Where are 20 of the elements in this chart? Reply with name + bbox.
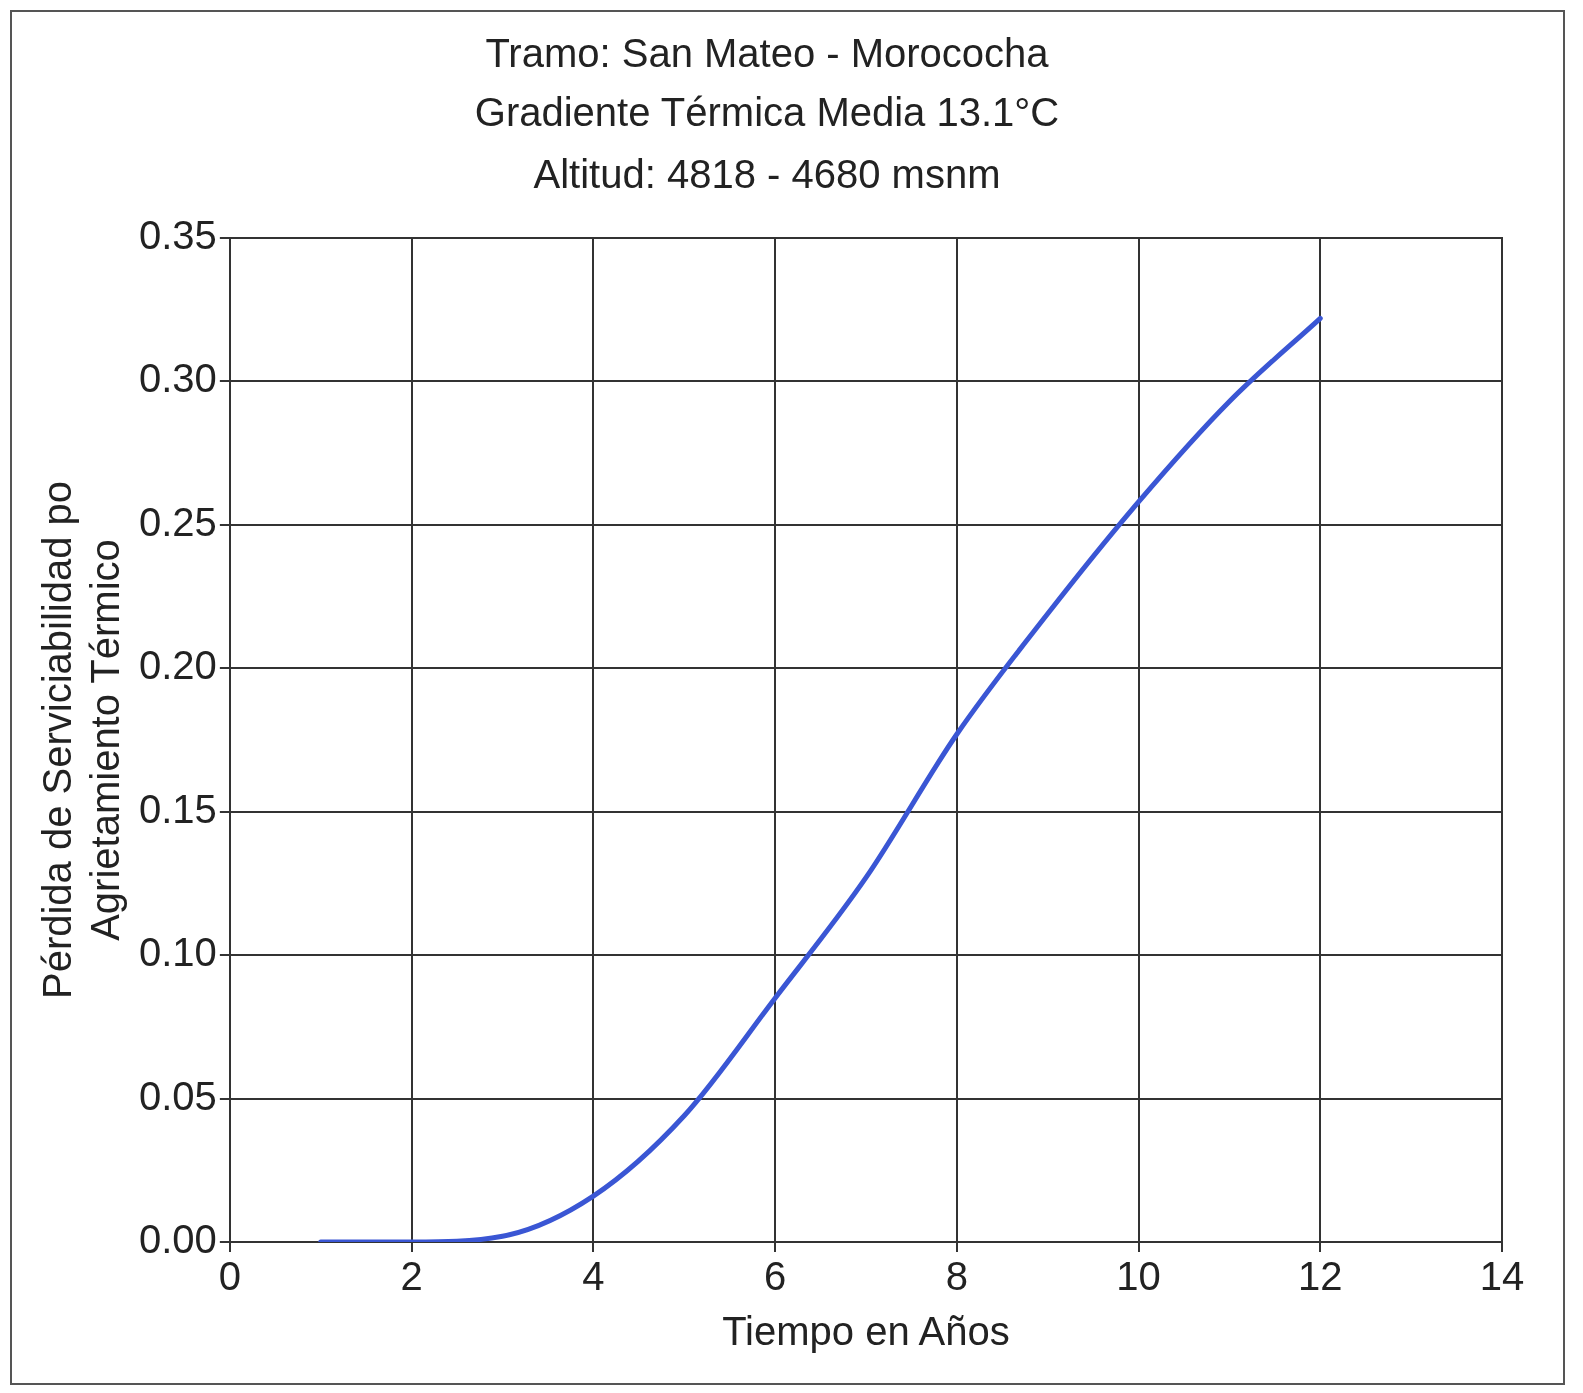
chart-subtitle: Gradiente Térmica Media 13.1°C Altitud: 4818 - 4680 msnm <box>474 90 1060 197</box>
chart-title: Tramo: San Mateo - Morococha <box>485 31 1050 76</box>
y-axis-title: Pérdida de Serviciabilidad po Agrietamiento Térmico <box>35 480 128 1000</box>
y-tick-label: 0.25 <box>138 499 217 544</box>
x-tick-label: 12 <box>1298 1254 1343 1299</box>
x-tick-label: 0 <box>218 1254 241 1299</box>
y-tick-label: 0.30 <box>138 356 217 401</box>
x-axis-title: Tiempo en Años <box>722 1309 1010 1354</box>
y-tick-label: 0.35 <box>138 213 217 258</box>
x-tick-label: 14 <box>1479 1254 1525 1299</box>
y-tick-label: 0.20 <box>138 643 217 688</box>
x-tick-label: 2 <box>400 1254 423 1299</box>
y-tick-label: 0.05 <box>138 1073 217 1118</box>
x-tick-label: 10 <box>1116 1254 1161 1299</box>
x-tick-label: 8 <box>945 1254 968 1299</box>
y-tick-label: 0.00 <box>138 1217 217 1262</box>
x-tick-label: 4 <box>582 1254 605 1299</box>
y-tick-label: 0.15 <box>138 786 217 831</box>
y-tick-label: 0.10 <box>138 930 217 975</box>
x-tick-label: 6 <box>763 1254 787 1299</box>
